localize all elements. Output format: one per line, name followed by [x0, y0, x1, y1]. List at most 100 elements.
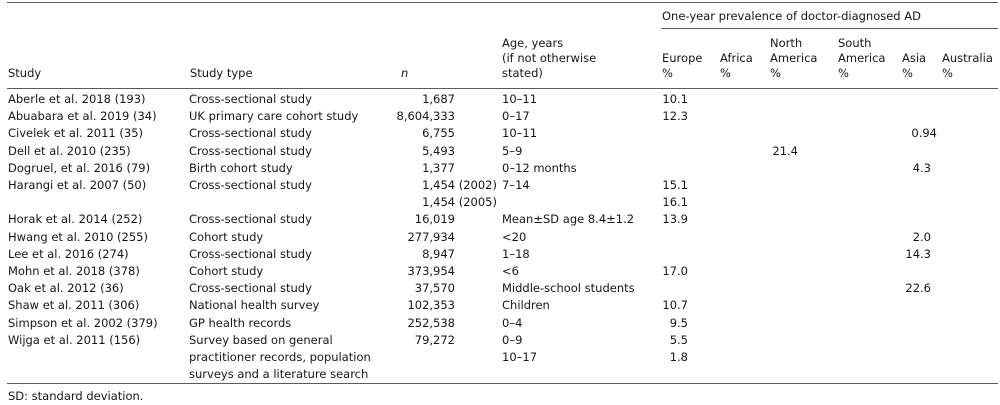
cell-north-america — [769, 108, 837, 125]
cell-australia — [941, 246, 998, 263]
cell-africa — [719, 263, 769, 280]
cell-europe — [661, 143, 719, 160]
cell-study: Dell et al. 2010 (235) — [8, 143, 131, 158]
table-row: Dell et al. 2010 (235) Cross-sectional s… — [7, 143, 998, 160]
table-row: Hwang et al. 2010 (255) Cohort study 277… — [7, 229, 998, 246]
table-row: Abuabara et al. 2019 (34) UK primary car… — [7, 108, 998, 125]
cell-africa — [719, 108, 769, 125]
cell-age: 1–18 — [502, 246, 530, 261]
cell-north-america — [769, 211, 837, 228]
cell-study: Abuabara et al. 2019 (34) — [8, 109, 157, 124]
cell-n: 1,377 — [422, 160, 455, 175]
cell-north-america — [769, 280, 837, 297]
cell-europe — [661, 160, 719, 177]
cell-south-america — [837, 315, 901, 332]
cell-south-america — [837, 263, 901, 280]
cell-asia — [901, 177, 941, 211]
cell-study: Aberle et al. 2018 (193) — [8, 92, 146, 106]
cell-north-america — [769, 160, 837, 177]
cell-australia — [941, 315, 998, 332]
table-row: Lee et al. 2016 (274) Cross-sectional st… — [7, 246, 998, 263]
cell-n: 252,538 — [407, 315, 455, 330]
cell-south-america — [837, 160, 901, 177]
cell-asia — [901, 211, 941, 228]
cell-asia — [901, 89, 941, 109]
cell-study: Mohn et al. 2018 (378) — [8, 264, 140, 279]
cell-study: Horak et al. 2014 (252) — [8, 212, 143, 227]
cell-europe — [661, 229, 719, 246]
col-header-europe: Europe % — [661, 28, 719, 89]
cell-study: Hwang et al. 2010 (255) — [8, 229, 148, 244]
cell-south-america — [837, 332, 901, 384]
cell-south-america — [837, 229, 901, 246]
cell-africa — [719, 211, 769, 228]
cell-australia — [941, 332, 998, 384]
cell-age: 0–17 — [502, 109, 530, 124]
col-header-australia: Australia % — [941, 28, 999, 89]
cell-age: 10–11 — [502, 126, 538, 141]
cell-age: 0–9 10–17 — [502, 332, 538, 365]
cell-africa — [719, 160, 769, 177]
table-row: Horak et al. 2014 (252) Cross-sectional … — [7, 211, 998, 228]
cell-study: Dogruel, et al. 2016 (79) — [8, 160, 151, 175]
cell-age: 7–14 — [502, 178, 530, 193]
cell-study-type: GP health records — [189, 315, 292, 330]
col-header-south-america: South America % — [837, 28, 901, 89]
cell-n: 373,954 — [407, 264, 455, 279]
cell-europe: 10.7 — [662, 298, 688, 313]
cell-africa — [719, 332, 769, 384]
cell-study-type: Cross-sectional study — [189, 281, 312, 296]
cell-south-america — [837, 143, 901, 160]
cell-study: Wijga et al. 2011 (156) — [8, 332, 141, 347]
table-row: Harangi et al. 2007 (50) Cross-sectional… — [7, 177, 998, 211]
col-header-study-type: Study type — [189, 2, 380, 89]
cell-africa — [719, 280, 769, 297]
cell-north-america — [769, 125, 837, 142]
cell-south-america — [837, 280, 901, 297]
cell-australia — [941, 160, 998, 177]
cell-n: 5,493 — [422, 143, 455, 158]
cell-africa — [719, 315, 769, 332]
cell-australia — [941, 263, 998, 280]
cell-south-america — [837, 125, 901, 142]
cell-asia: 0.94 — [911, 126, 937, 141]
cell-australia — [941, 108, 998, 125]
table-row: Wijga et al. 2011 (156) Survey based on … — [7, 332, 998, 384]
table-footnote: SD: standard deviation. — [8, 389, 144, 404]
cell-south-america — [837, 108, 901, 125]
cell-north-america — [769, 89, 837, 109]
cell-study-type: Cross-sectional study — [189, 92, 312, 106]
cell-europe — [661, 246, 719, 263]
cell-south-america — [837, 177, 901, 211]
cell-study-type: Birth cohort study — [189, 160, 293, 175]
spanning-header-prevalence: One-year prevalence of doctor-diagnosed … — [661, 2, 999, 29]
col-header-asia: Asia % — [901, 28, 941, 89]
cell-north-america — [769, 263, 837, 280]
cell-europe — [661, 280, 719, 297]
prevalence-table: Study Study type n Age, years (if not ot… — [7, 2, 999, 385]
table-row: Mohn et al. 2018 (378) Cohort study 373,… — [7, 263, 998, 280]
cell-asia: 22.6 — [905, 281, 931, 296]
cell-africa — [719, 177, 769, 211]
cell-study-type: UK primary care cohort study — [189, 109, 359, 124]
cell-north-america — [769, 315, 837, 332]
cell-australia — [941, 143, 998, 160]
cell-age: 10–11 — [502, 92, 538, 106]
cell-europe: 9.5 — [669, 315, 688, 330]
cell-south-america — [837, 89, 901, 109]
cell-south-america — [837, 297, 901, 314]
cell-n: 1,687 — [422, 92, 455, 106]
cell-study-type: Cross-sectional study — [189, 126, 312, 141]
cell-asia: 2.0 — [912, 229, 931, 244]
cell-africa — [719, 143, 769, 160]
cell-africa — [719, 297, 769, 314]
cell-study-type: Cohort study — [189, 229, 264, 244]
cell-study-type: Cross-sectional study — [189, 212, 312, 227]
cell-study-type: Cohort study — [189, 264, 264, 279]
cell-age: Children — [502, 298, 550, 313]
table-body: Aberle et al. 2018 (193) Cross-sectional… — [7, 89, 998, 384]
cell-north-america — [769, 332, 837, 384]
cell-asia — [901, 108, 941, 125]
cell-study: Civelek et al. 2011 (35) — [8, 126, 144, 141]
